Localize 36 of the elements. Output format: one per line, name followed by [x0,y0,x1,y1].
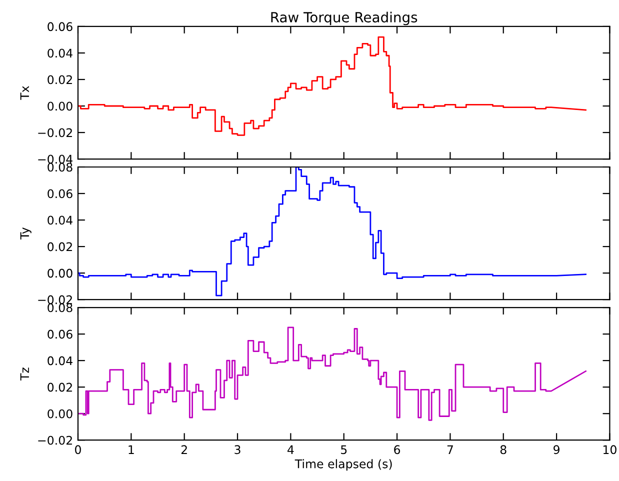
y-tick-label: 0.08 [48,162,72,172]
line-series [78,166,586,296]
chart-title: Raw Torque Readings [271,12,418,26]
y-axis-title: Tz [20,368,29,381]
y-tick-label: −0.02 [38,295,72,304]
y-axis-title: Tx [20,86,29,100]
y-tick-label: −0.02 [38,128,72,138]
line-series [78,36,586,136]
x-tick-label: 5 [341,445,347,454]
y-tick-label: 0.00 [48,102,72,111]
y-tick-label: 0.04 [48,356,72,366]
x-axis-title: Time elapsed (s) [294,459,392,471]
x-tick-label: 4 [288,445,294,454]
y-tick-label: 0.02 [48,75,72,84]
y-tick-label: 0.04 [48,216,72,225]
y-tick-label: 0.02 [48,382,72,392]
x-tick-label: 8 [500,445,506,454]
y-tick-label: 0.06 [48,189,72,198]
y-tick-label: 0.02 [48,242,72,252]
y-tick-label: 0.06 [48,22,72,32]
x-tick-label: 2 [181,445,187,454]
x-tick-label: 7 [447,445,453,454]
x-tick-label: 1 [128,445,134,454]
x-tick-label: 10 [604,445,616,454]
y-tick-label: 0.06 [48,330,72,339]
line-series [78,326,586,421]
y-tick-label: −0.04 [38,154,72,164]
x-tick-label: 0 [75,445,81,454]
x-tick-label: 9 [554,445,560,454]
x-tick-label: 6 [394,445,400,454]
y-tick-label: 0.04 [48,48,72,58]
x-tick-label: 3 [234,445,240,454]
y-tick-label: 0.00 [48,409,72,418]
y-tick-label: 0.00 [48,268,72,278]
y-tick-label: −0.02 [38,436,72,445]
y-axis-title: Ty [20,227,32,240]
